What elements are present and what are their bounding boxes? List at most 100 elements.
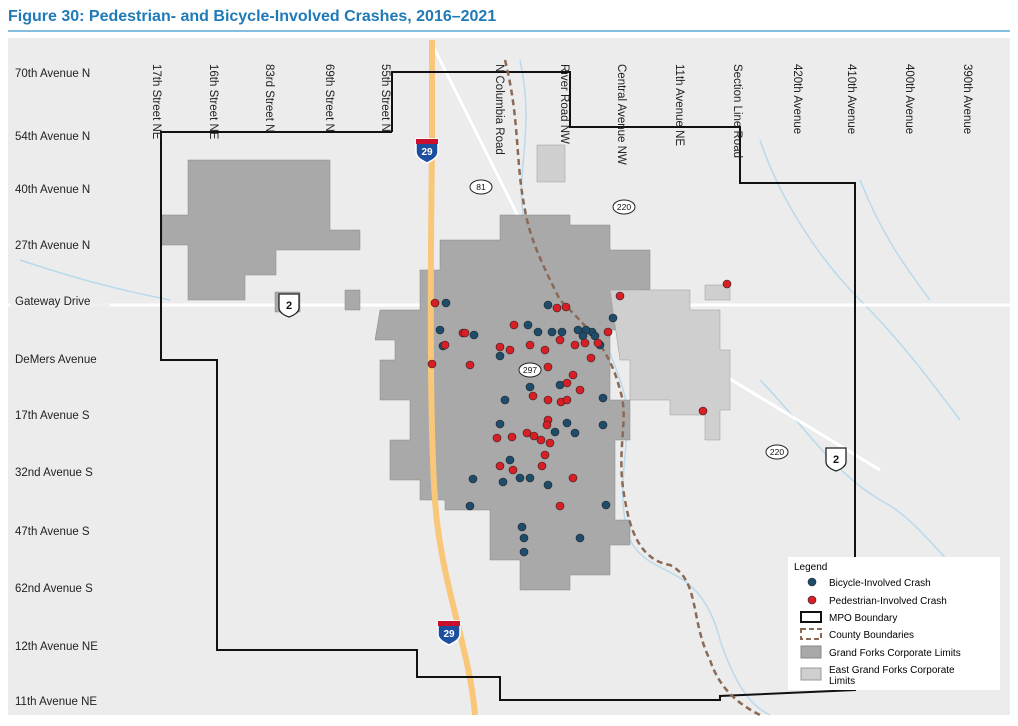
pedestrian-crash: [562, 378, 572, 388]
bicycle-crash: [495, 351, 505, 361]
route-number: 29: [443, 629, 455, 640]
pedestrian-crash: [529, 431, 539, 441]
north-road-label: 390th Avenue: [961, 64, 973, 134]
corporate-limits: [161, 159, 651, 591]
legend-pedestrian-symbol: [807, 595, 817, 605]
pedestrian-crash: [580, 338, 590, 348]
pedestrian-crash: [698, 406, 708, 416]
bicycle-crash: [469, 330, 479, 340]
pedestrian-crash: [552, 303, 562, 313]
pedestrian-crash: [465, 360, 475, 370]
bicycle-crash: [570, 428, 580, 438]
route-number: 220: [770, 447, 784, 457]
legend-title: Legend: [794, 562, 827, 573]
label-halo: [10, 641, 110, 654]
pedestrian-crash: [540, 450, 550, 460]
east-grand-forks-limits: [536, 144, 731, 441]
pedestrian-crash: [562, 395, 572, 405]
pedestrian-crash: [540, 345, 550, 355]
west-road-label: 12th Avenue NE: [15, 641, 98, 653]
pedestrian-crash: [570, 340, 580, 350]
route-number: 2: [286, 300, 292, 312]
legend: Legend Bicycle-Involved Crash Pedestrian…: [788, 557, 1000, 690]
pedestrian-crash: [603, 327, 613, 337]
west-road-label: DeMers Avenue: [15, 354, 97, 366]
bicycle-crash: [517, 522, 527, 532]
west-road-label: 27th Avenue N: [15, 240, 90, 252]
west-road-label: 47th Avenue S: [15, 526, 90, 538]
bicycle-crash: [533, 327, 543, 337]
pedestrian-crash: [615, 291, 625, 301]
label-halo: [10, 467, 110, 480]
label-halo: [10, 696, 110, 709]
north-road-label: River Road NW: [558, 64, 570, 144]
label-halo: [10, 184, 110, 197]
pedestrian-crash: [507, 432, 517, 442]
bicycle-crash: [550, 427, 560, 437]
legend-egf-symbol: [800, 667, 822, 681]
pedestrian-crash: [525, 340, 535, 350]
pedestrian-crash: [509, 320, 519, 330]
north-road-label: 420th Avenue: [791, 64, 803, 134]
route-number: 81: [476, 182, 486, 192]
bicycle-crash: [505, 455, 515, 465]
bicycle-crash: [601, 500, 611, 510]
west-road-label: 70th Avenue N: [15, 68, 90, 80]
north-road-label: 16th Street NE: [207, 64, 219, 140]
label-halo: [10, 354, 110, 367]
pedestrian-crash: [543, 362, 553, 372]
bicycle-crash: [468, 474, 478, 484]
pedestrian-crash: [568, 370, 578, 380]
route-number: 297: [523, 365, 537, 375]
west-road-label: 32nd Avenue S: [15, 467, 93, 479]
pedestrian-crash: [586, 353, 596, 363]
pedestrian-crash: [545, 438, 555, 448]
label-halo: [10, 526, 110, 539]
state-shield: [612, 199, 636, 215]
legend-item: Grand Forks Corporate Limits: [829, 648, 961, 659]
bicycle-crash: [500, 395, 510, 405]
pedestrian-crash: [542, 420, 552, 430]
bicycle-crash: [515, 473, 525, 483]
state-shield: [518, 362, 542, 378]
pedestrian-crash: [508, 465, 518, 475]
pedestrian-crash: [440, 340, 450, 350]
bicycle-crash: [519, 547, 529, 557]
bicycle-crash: [495, 419, 505, 429]
legend-mpo-symbol: [800, 611, 822, 623]
label-halo: [10, 410, 110, 423]
bicycle-crash: [525, 473, 535, 483]
bicycle-crash: [519, 533, 529, 543]
bicycle-crash: [435, 325, 445, 335]
bicycle-crash: [562, 418, 572, 428]
north-road-label: 69th Street N: [323, 64, 335, 132]
pedestrian-crash: [537, 461, 547, 471]
figure-title: Figure 30: Pedestrian- and Bicycle-Invol…: [8, 8, 496, 25]
bicycle-crash: [557, 327, 567, 337]
pedestrian-crash: [543, 395, 553, 405]
bicycle-crash: [543, 480, 553, 490]
interstate-shield: [415, 138, 439, 164]
crash-points: [427, 279, 732, 557]
north-road-label: 11th Avenue NE: [673, 64, 685, 146]
west-road-label: 62nd Avenue S: [15, 583, 93, 595]
pedestrian-crash: [568, 473, 578, 483]
legend-bicycle-symbol: [807, 577, 817, 587]
pedestrian-crash: [505, 345, 515, 355]
state-shield: [765, 444, 789, 460]
pedestrian-crash: [555, 335, 565, 345]
route-number: 220: [617, 202, 631, 212]
interstate-29: [427, 40, 478, 716]
north-road-label: 55th Street N: [379, 64, 391, 132]
pedestrian-crash: [561, 302, 571, 312]
pedestrian-crash: [492, 433, 502, 443]
interstate-band: [416, 139, 438, 144]
legend-item: County Boundaries: [829, 630, 914, 641]
legend-county-symbol: [800, 628, 822, 640]
west-road-label: 17th Avenue S: [15, 410, 90, 422]
road-labels: 70th Avenue N 54th Avenue N 40th Avenue N 2…: [10, 64, 973, 709]
mpo-boundary: [160, 71, 856, 701]
route-number: 2: [833, 454, 839, 466]
west-road-label: 11th Avenue NE: [15, 696, 97, 708]
